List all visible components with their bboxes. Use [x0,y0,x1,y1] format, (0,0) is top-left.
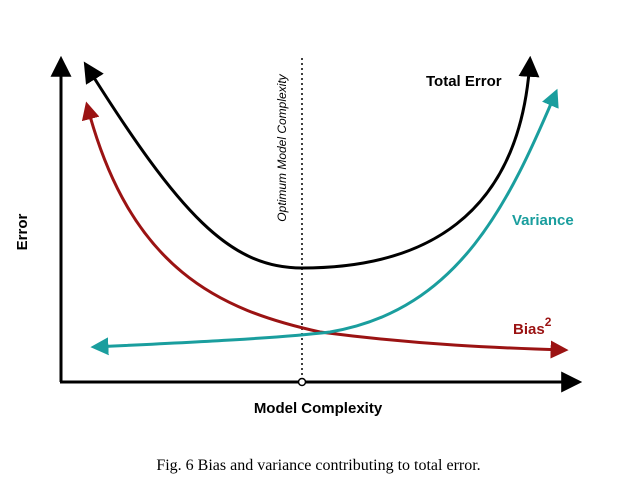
figure-caption: Fig. 6 Bias and variance contributing to… [156,457,481,474]
variance-label: Variance [512,212,574,229]
y-axis-label: Error [14,214,31,251]
bias-label: Bias2 [513,315,552,338]
bias-label-text: Bias [513,321,545,338]
total-error-label: Total Error [426,73,502,90]
total-error-curve [83,55,540,270]
x-axis-label: Model Complexity [254,400,383,417]
optimum-label: Optimum Model Complexity [275,73,289,221]
variance-curve [90,88,559,356]
bias-label-superscript: 2 [545,315,552,329]
optimum-point [297,377,307,387]
bias-curve [81,101,569,359]
